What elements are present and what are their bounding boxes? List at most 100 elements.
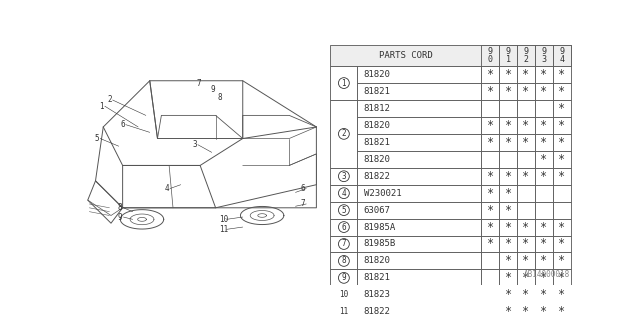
Bar xyxy=(499,269,517,286)
Text: 81820: 81820 xyxy=(364,155,390,164)
Text: 9
3: 9 3 xyxy=(541,47,547,64)
Text: *: * xyxy=(504,220,512,234)
Text: 81820: 81820 xyxy=(364,121,390,130)
Bar xyxy=(517,168,535,185)
Bar xyxy=(535,303,553,320)
Bar xyxy=(358,236,481,252)
Text: *: * xyxy=(558,119,565,132)
Text: *: * xyxy=(540,305,547,318)
Bar xyxy=(330,303,358,320)
Bar xyxy=(535,252,553,269)
Bar xyxy=(499,219,517,236)
Text: *: * xyxy=(522,288,529,301)
Text: *: * xyxy=(487,136,494,149)
Bar xyxy=(481,134,499,151)
Text: 81812: 81812 xyxy=(364,104,390,113)
Text: *: * xyxy=(522,220,529,234)
Bar xyxy=(330,202,358,219)
Text: 7: 7 xyxy=(301,199,305,208)
Text: *: * xyxy=(487,220,494,234)
Text: 81822: 81822 xyxy=(364,307,390,316)
Text: 4: 4 xyxy=(342,189,346,198)
Bar xyxy=(535,219,553,236)
Bar xyxy=(535,202,553,219)
Text: *: * xyxy=(558,220,565,234)
Bar xyxy=(517,303,535,320)
Text: *: * xyxy=(522,119,529,132)
Text: 63067: 63067 xyxy=(364,206,390,215)
Text: *: * xyxy=(504,68,512,81)
Bar xyxy=(499,66,517,83)
Text: *: * xyxy=(522,305,529,318)
Bar xyxy=(517,219,535,236)
Text: 5: 5 xyxy=(95,134,99,143)
Text: 8: 8 xyxy=(342,256,346,265)
Text: *: * xyxy=(504,288,512,301)
Text: *: * xyxy=(558,288,565,301)
Text: *: * xyxy=(504,237,512,251)
Text: 3: 3 xyxy=(193,140,197,149)
Text: *: * xyxy=(504,204,512,217)
Text: 9: 9 xyxy=(118,212,123,221)
Text: *: * xyxy=(504,119,512,132)
Bar xyxy=(481,44,499,66)
Text: 81820: 81820 xyxy=(364,70,390,79)
Bar xyxy=(535,134,553,151)
Text: 8: 8 xyxy=(118,203,123,212)
Bar xyxy=(535,185,553,202)
Bar xyxy=(553,202,571,219)
Bar xyxy=(481,269,499,286)
Text: PARTS CORD: PARTS CORD xyxy=(379,51,433,60)
Bar xyxy=(517,202,535,219)
Text: *: * xyxy=(504,170,512,183)
Text: 10: 10 xyxy=(219,215,228,224)
Text: *: * xyxy=(558,305,565,318)
Bar xyxy=(358,117,481,134)
Text: *: * xyxy=(540,254,547,268)
Text: *: * xyxy=(487,85,494,98)
Text: *: * xyxy=(487,68,494,81)
Bar xyxy=(499,100,517,117)
Text: 6: 6 xyxy=(120,120,125,129)
Text: 7: 7 xyxy=(342,239,346,249)
Text: 11: 11 xyxy=(219,225,228,234)
Text: *: * xyxy=(540,288,547,301)
Bar xyxy=(330,66,358,100)
Text: *: * xyxy=(504,254,512,268)
Bar xyxy=(358,134,481,151)
Text: *: * xyxy=(540,136,547,149)
Text: 81822: 81822 xyxy=(364,172,390,181)
Text: *: * xyxy=(540,237,547,251)
Bar xyxy=(553,236,571,252)
Bar xyxy=(330,286,358,303)
Bar xyxy=(535,83,553,100)
Bar xyxy=(499,168,517,185)
Text: *: * xyxy=(558,254,565,268)
Text: *: * xyxy=(522,254,529,268)
Text: *: * xyxy=(504,136,512,149)
Text: 5: 5 xyxy=(342,206,346,215)
Bar xyxy=(499,151,517,168)
Bar xyxy=(481,219,499,236)
Bar xyxy=(499,202,517,219)
Text: W230021: W230021 xyxy=(364,189,401,198)
Text: 81820: 81820 xyxy=(364,256,390,265)
Text: 11: 11 xyxy=(339,307,349,316)
Text: *: * xyxy=(558,68,565,81)
Text: 6: 6 xyxy=(342,222,346,232)
Text: 9: 9 xyxy=(342,273,346,282)
Text: 9
1: 9 1 xyxy=(506,47,511,64)
Bar xyxy=(358,185,481,202)
Bar xyxy=(517,134,535,151)
Text: *: * xyxy=(540,153,547,166)
Bar xyxy=(553,100,571,117)
Text: 81985B: 81985B xyxy=(364,239,396,249)
Bar xyxy=(358,100,481,117)
Text: *: * xyxy=(558,237,565,251)
Bar xyxy=(499,236,517,252)
Text: *: * xyxy=(487,204,494,217)
Bar xyxy=(330,185,358,202)
Bar xyxy=(517,269,535,286)
Bar xyxy=(499,286,517,303)
Bar xyxy=(481,151,499,168)
